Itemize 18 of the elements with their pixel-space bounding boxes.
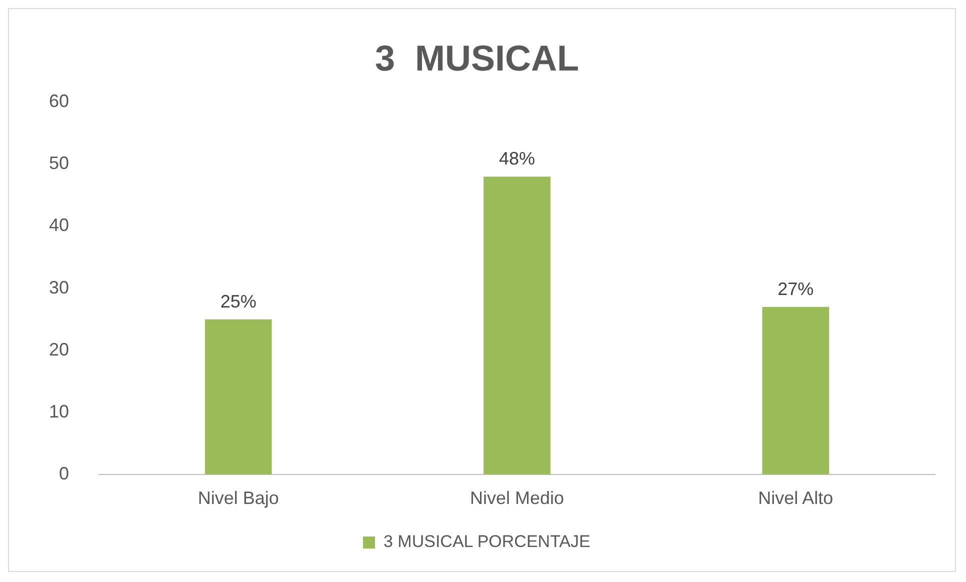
- bar: [204, 319, 272, 474]
- y-tick-label: 50: [48, 153, 70, 174]
- x-tick-label: Nivel Bajo: [198, 488, 279, 508]
- y-tick-label: 10: [48, 401, 70, 422]
- data-label: 25%: [220, 291, 256, 312]
- y-tick-label: 40: [48, 215, 70, 236]
- chart-title: 3 MUSICAL: [374, 38, 580, 79]
- bar: [484, 176, 550, 474]
- x-tick-label: Nivel Medio: [470, 488, 564, 508]
- legend-label: 3 MUSICAL PORCENTAJE: [384, 532, 590, 552]
- data-label: 48%: [498, 148, 536, 169]
- bar: [762, 306, 830, 474]
- x-tick-label: Nivel Alto: [758, 488, 834, 508]
- y-tick-label: 0: [59, 463, 70, 484]
- data-label: 27%: [778, 278, 814, 299]
- y-tick-label: 60: [48, 91, 70, 112]
- y-tick-label: 30: [48, 277, 70, 298]
- y-tick-label: 20: [48, 339, 70, 360]
